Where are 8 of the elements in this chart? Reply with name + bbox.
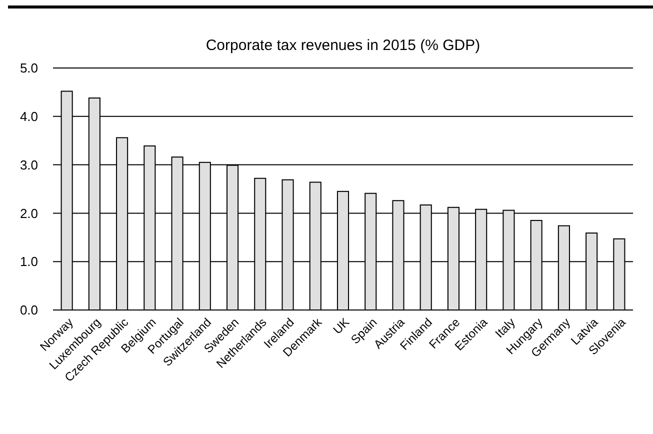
y-tick-label: 1.0 xyxy=(20,254,38,270)
y-tick-label: 5.0 xyxy=(20,60,38,76)
y-tick-label: 2.0 xyxy=(20,206,38,221)
y-tick-label: 0.0 xyxy=(20,302,38,318)
y-tick-label: 3.0 xyxy=(20,157,38,172)
x-tick-label: UK xyxy=(330,315,352,337)
chart-title: Corporate tax revenues in 2015 (% GDP) xyxy=(206,37,480,54)
y-tick-label: 4.0 xyxy=(20,108,38,124)
